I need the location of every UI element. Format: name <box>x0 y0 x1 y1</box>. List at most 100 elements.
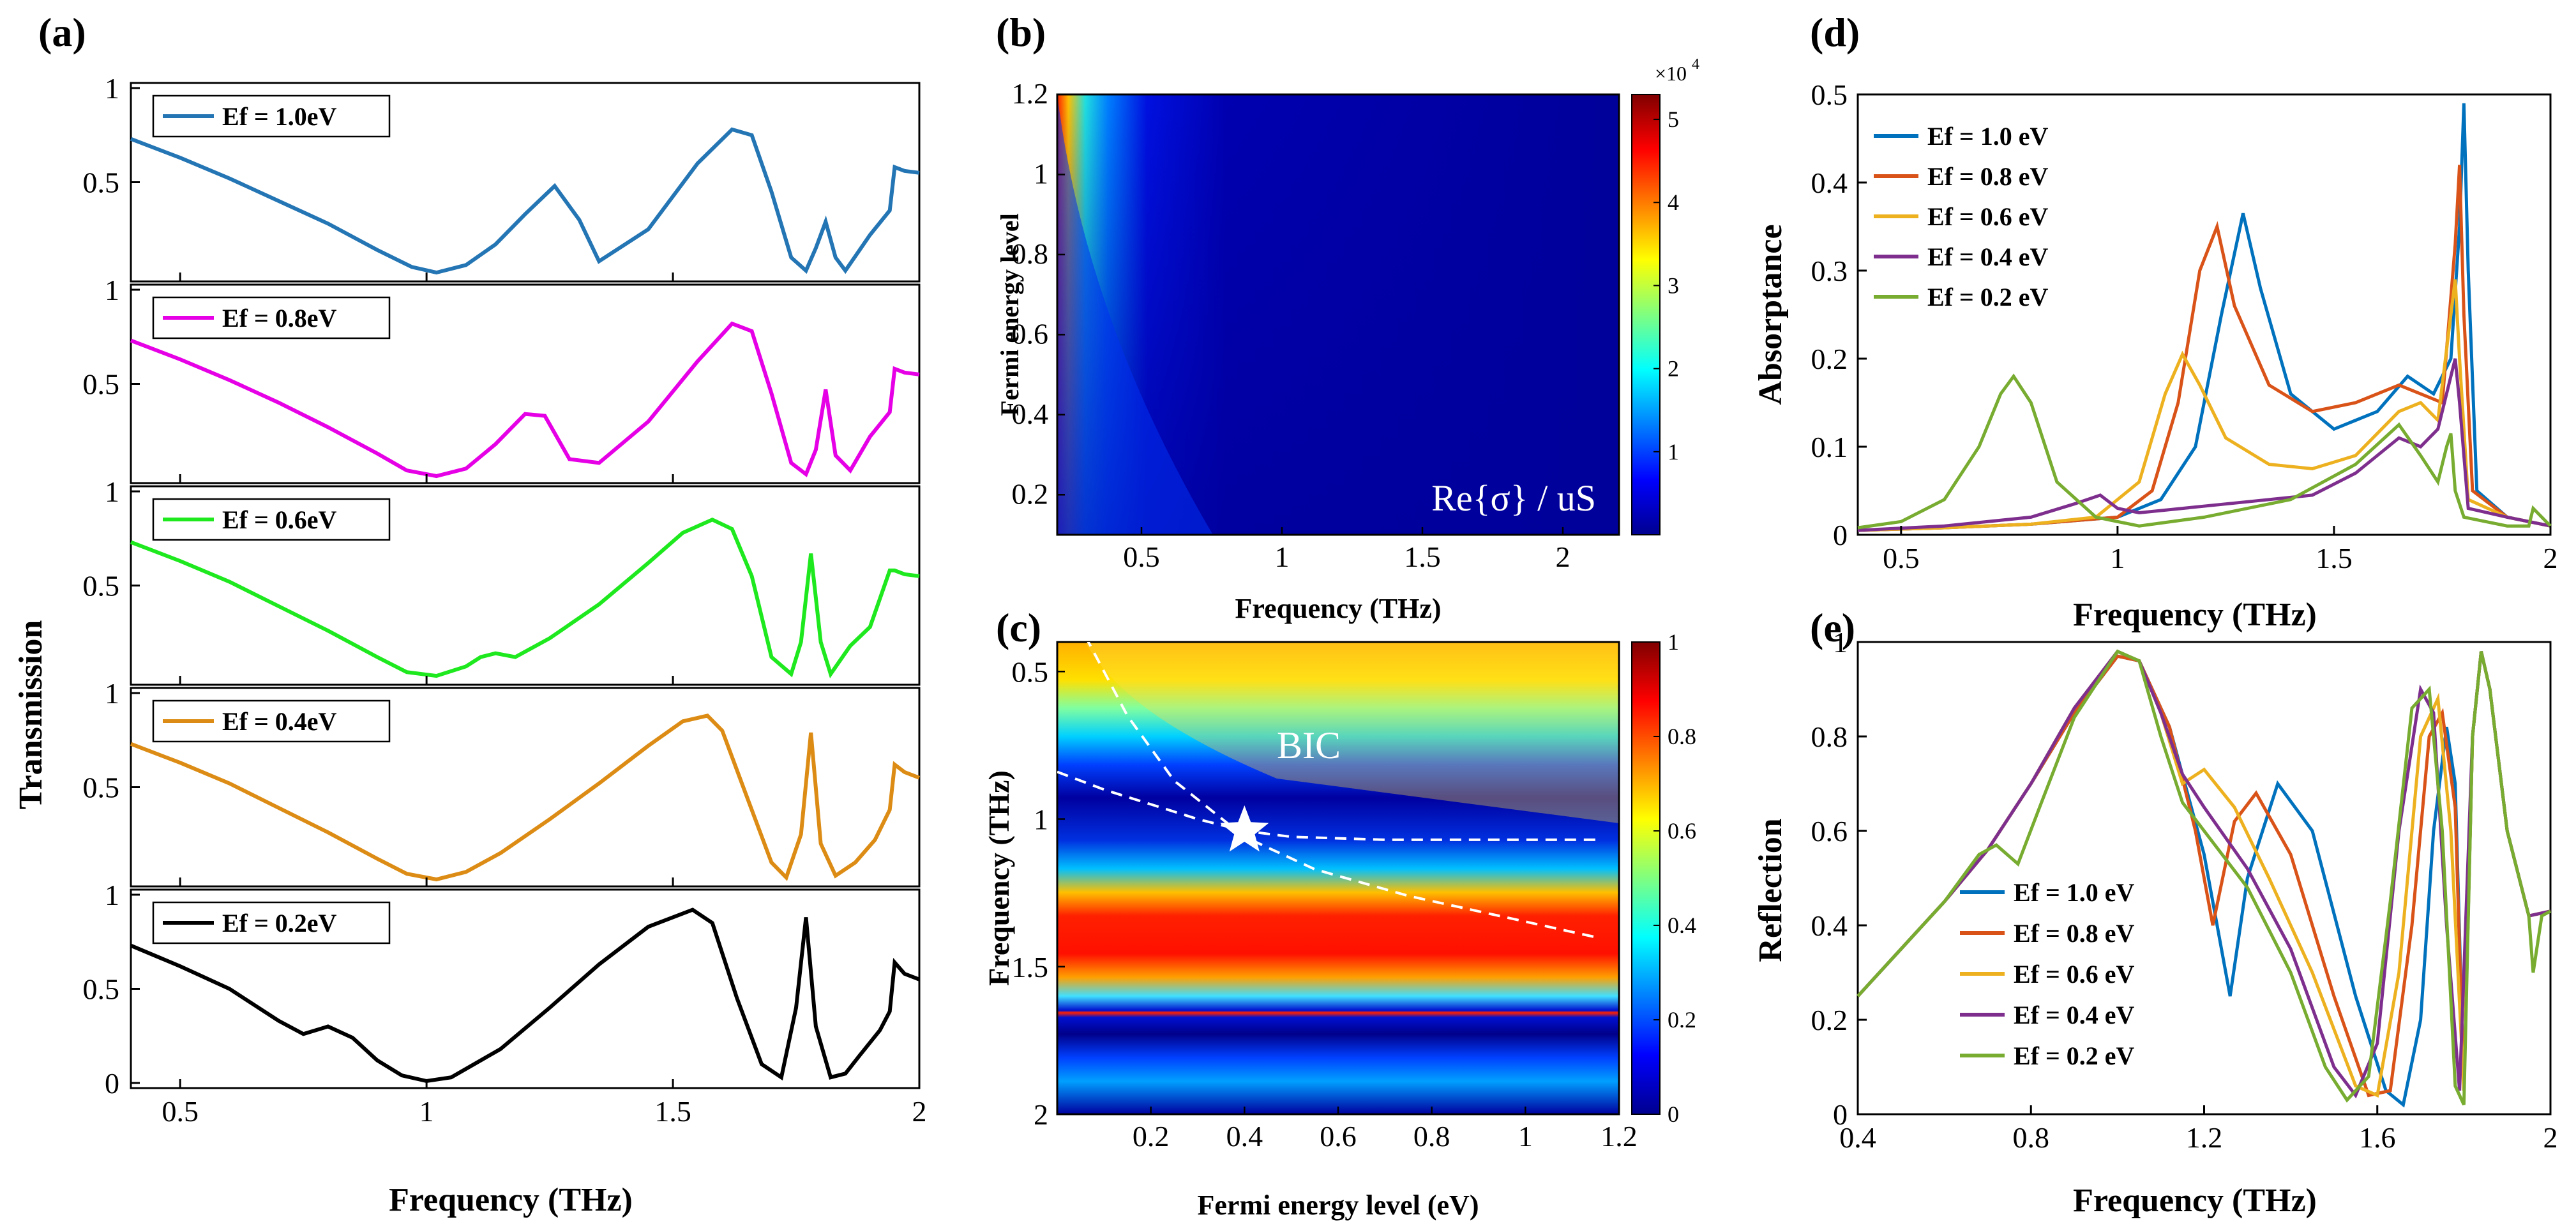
c-x-tick-label: 1 <box>1518 1120 1533 1153</box>
c-y-tick-label: 1 <box>1034 803 1048 836</box>
d-series-line-2 <box>1857 279 2551 532</box>
b-y-tick-label: 1.2 <box>1012 77 1049 110</box>
d-y-tick-label: 0 <box>1833 519 1848 551</box>
d-legend-label-0: Ef = 1.0 eV <box>1927 122 2049 151</box>
d-legend-label-1: Ef = 0.8 eV <box>1927 162 2049 191</box>
a-series-line-2 <box>130 517 920 678</box>
a-y-tick-label: 0.5 <box>83 570 120 602</box>
a-legend-label-3: Ef = 0.4eV <box>222 707 337 736</box>
c-y-tick-label: 1.5 <box>1012 951 1049 983</box>
e-x-tick-label: 1.2 <box>2186 1121 2223 1154</box>
a-y-tick-label: 1 <box>105 677 119 710</box>
b-x-tick-label: 1.5 <box>1404 541 1441 573</box>
a-y-tick-label: 0.5 <box>83 973 120 1006</box>
d-plot-frame <box>1857 93 2552 536</box>
a-series-line-1 <box>130 321 920 479</box>
d-y-tick-label: 0.3 <box>1811 255 1848 287</box>
e-y-tick-label: 0.6 <box>1811 815 1848 847</box>
e-legend-label-2: Ef = 0.6 eV <box>2014 960 2135 989</box>
c-dashed-curve-0 <box>1087 642 1596 939</box>
c-colorbar <box>1631 641 1661 1115</box>
a-y-axis-title: Transmission <box>13 620 49 810</box>
c-x-tick-label: 0.2 <box>1133 1120 1170 1153</box>
c-colorbar-tick-label: 0.4 <box>1668 913 1696 938</box>
c-colorbar-tick-label: 0.8 <box>1668 724 1696 749</box>
b-colorbar-tick-label: 4 <box>1668 190 1679 215</box>
d-series-line-3 <box>1857 358 2551 532</box>
e-y-tick-label: 1 <box>1833 626 1848 659</box>
d-legend-label-4: Ef = 0.2 eV <box>1927 283 2049 311</box>
transmission-panel: Transmission Frequency (THz) 0.5 1 Ef = 1.… <box>13 72 927 1218</box>
a-series-line-4 <box>130 907 921 1084</box>
b-x-axis-title: Frequency (THz) <box>1235 593 1441 624</box>
a-legend-label-1: Ef = 0.8eV <box>222 304 337 332</box>
b-x-tick-label: 0.5 <box>1123 541 1160 573</box>
e-legend-label-0: Ef = 1.0 eV <box>2014 878 2135 907</box>
c-bic-star-marker <box>1220 805 1269 852</box>
d-y-tick-label: 0.1 <box>1811 431 1848 463</box>
d-y-tick-label: 0.4 <box>1811 167 1848 199</box>
c-y-tick-label: 0.5 <box>1012 655 1049 688</box>
c-heatmap-upper-shade <box>1085 642 1619 823</box>
b-y-tick-label: 0.2 <box>1012 477 1049 510</box>
c-colorbar-tick-label: 0 <box>1668 1101 1679 1127</box>
d-y-axis-title: Absorptance <box>1752 224 1789 405</box>
e-series-line-1 <box>1857 651 2551 1098</box>
a-y-tick-label: 1 <box>105 879 119 911</box>
c-y-axis-title: Frequency (THz) <box>983 770 1015 986</box>
a-y-tick-label: 1 <box>105 475 119 508</box>
d-y-tick-label: 0.2 <box>1811 343 1848 375</box>
a-y-tick-label: 0.5 <box>83 772 120 804</box>
panel-label-d: (d) <box>1810 10 1860 55</box>
c-x-axis-title: Fermi energy level (eV) <box>1198 1190 1479 1221</box>
b-y-tick-label: 0.8 <box>1012 237 1049 270</box>
c-x-tick-label: 0.8 <box>1413 1120 1450 1153</box>
e-legend-label-4: Ef = 0.2 eV <box>2014 1041 2135 1070</box>
reflection-panel: Reflection Frequency (THz) 0.4 0.8 1.2 1.6 2… <box>1752 626 2558 1219</box>
b-colorbar-tick-label: 1 <box>1668 439 1679 465</box>
e-legend-label-1: Ef = 0.8 eV <box>2014 919 2135 948</box>
e-x-tick-label: 1.6 <box>2359 1121 2396 1154</box>
a-x-tick-label: 1 <box>419 1095 434 1128</box>
a-x-tick-label: 2 <box>912 1095 927 1128</box>
b-colorbar-scale-base: ×10 <box>1655 62 1687 85</box>
a-legend-label-0: Ef = 1.0eV <box>222 102 337 131</box>
d-x-axis-title: Frequency (THz) <box>2073 597 2317 633</box>
a-y-tick-label: 0 <box>105 1067 119 1100</box>
panel-label-c: (c) <box>996 605 1041 650</box>
d-x-tick-label: 0.5 <box>1883 542 1920 574</box>
c-annotation-bic: BIC <box>1277 724 1341 766</box>
d-y-tick-label: 0.5 <box>1811 78 1848 111</box>
c-x-tick-label: 1.2 <box>1601 1120 1638 1153</box>
e-x-tick-label: 2 <box>2543 1121 2558 1154</box>
d-series-line-1 <box>1857 165 2551 532</box>
a-series-line-3 <box>130 713 921 882</box>
c-colorbar-tick-label: 0.6 <box>1668 818 1696 844</box>
d-series-line-4 <box>1857 373 2552 530</box>
b-colorbar-tick-label: 2 <box>1668 356 1679 382</box>
conductivity-heatmap-panel: Re{σ} / uS Fermi energy level Frequency … <box>995 56 1699 624</box>
c-heatmap-base <box>1057 642 1619 1114</box>
a-y-tick-label: 1 <box>105 72 119 105</box>
c-x-tick-label: 0.6 <box>1320 1120 1357 1153</box>
a-legend-box-0 <box>152 94 391 138</box>
bic-heatmap-panel: BIC Frequency (THz) Fermi energy level (… <box>983 629 1696 1221</box>
b-y-tick-label: 0.6 <box>1012 317 1049 350</box>
d-x-tick-label: 2 <box>2543 542 2558 574</box>
d-x-tick-label: 1.5 <box>2316 542 2353 574</box>
a-y-tick-label: 0.5 <box>83 167 120 199</box>
e-y-axis-title: Reflection <box>1752 818 1789 962</box>
d-legend-label-3: Ef = 0.4 eV <box>1927 243 2049 271</box>
c-colorbar-tick-label: 0.2 <box>1668 1007 1696 1033</box>
b-annotation-re-sigma: Re{σ} / uS <box>1431 477 1596 519</box>
b-x-tick-label: 1 <box>1275 541 1290 573</box>
b-heatmap-tail <box>1057 94 1213 535</box>
c-colorbar-tick-label: 1 <box>1668 629 1679 655</box>
e-y-tick-label: 0.2 <box>1811 1004 1848 1036</box>
d-legend-label-2: Ef = 0.6 eV <box>1927 202 2049 231</box>
c-y-tick-label: 2 <box>1034 1098 1048 1131</box>
d-x-tick-label: 1 <box>2110 542 2125 574</box>
panel-label-e: (e) <box>1810 605 1855 650</box>
e-legend-label-3: Ef = 0.4 eV <box>2014 1001 2135 1029</box>
